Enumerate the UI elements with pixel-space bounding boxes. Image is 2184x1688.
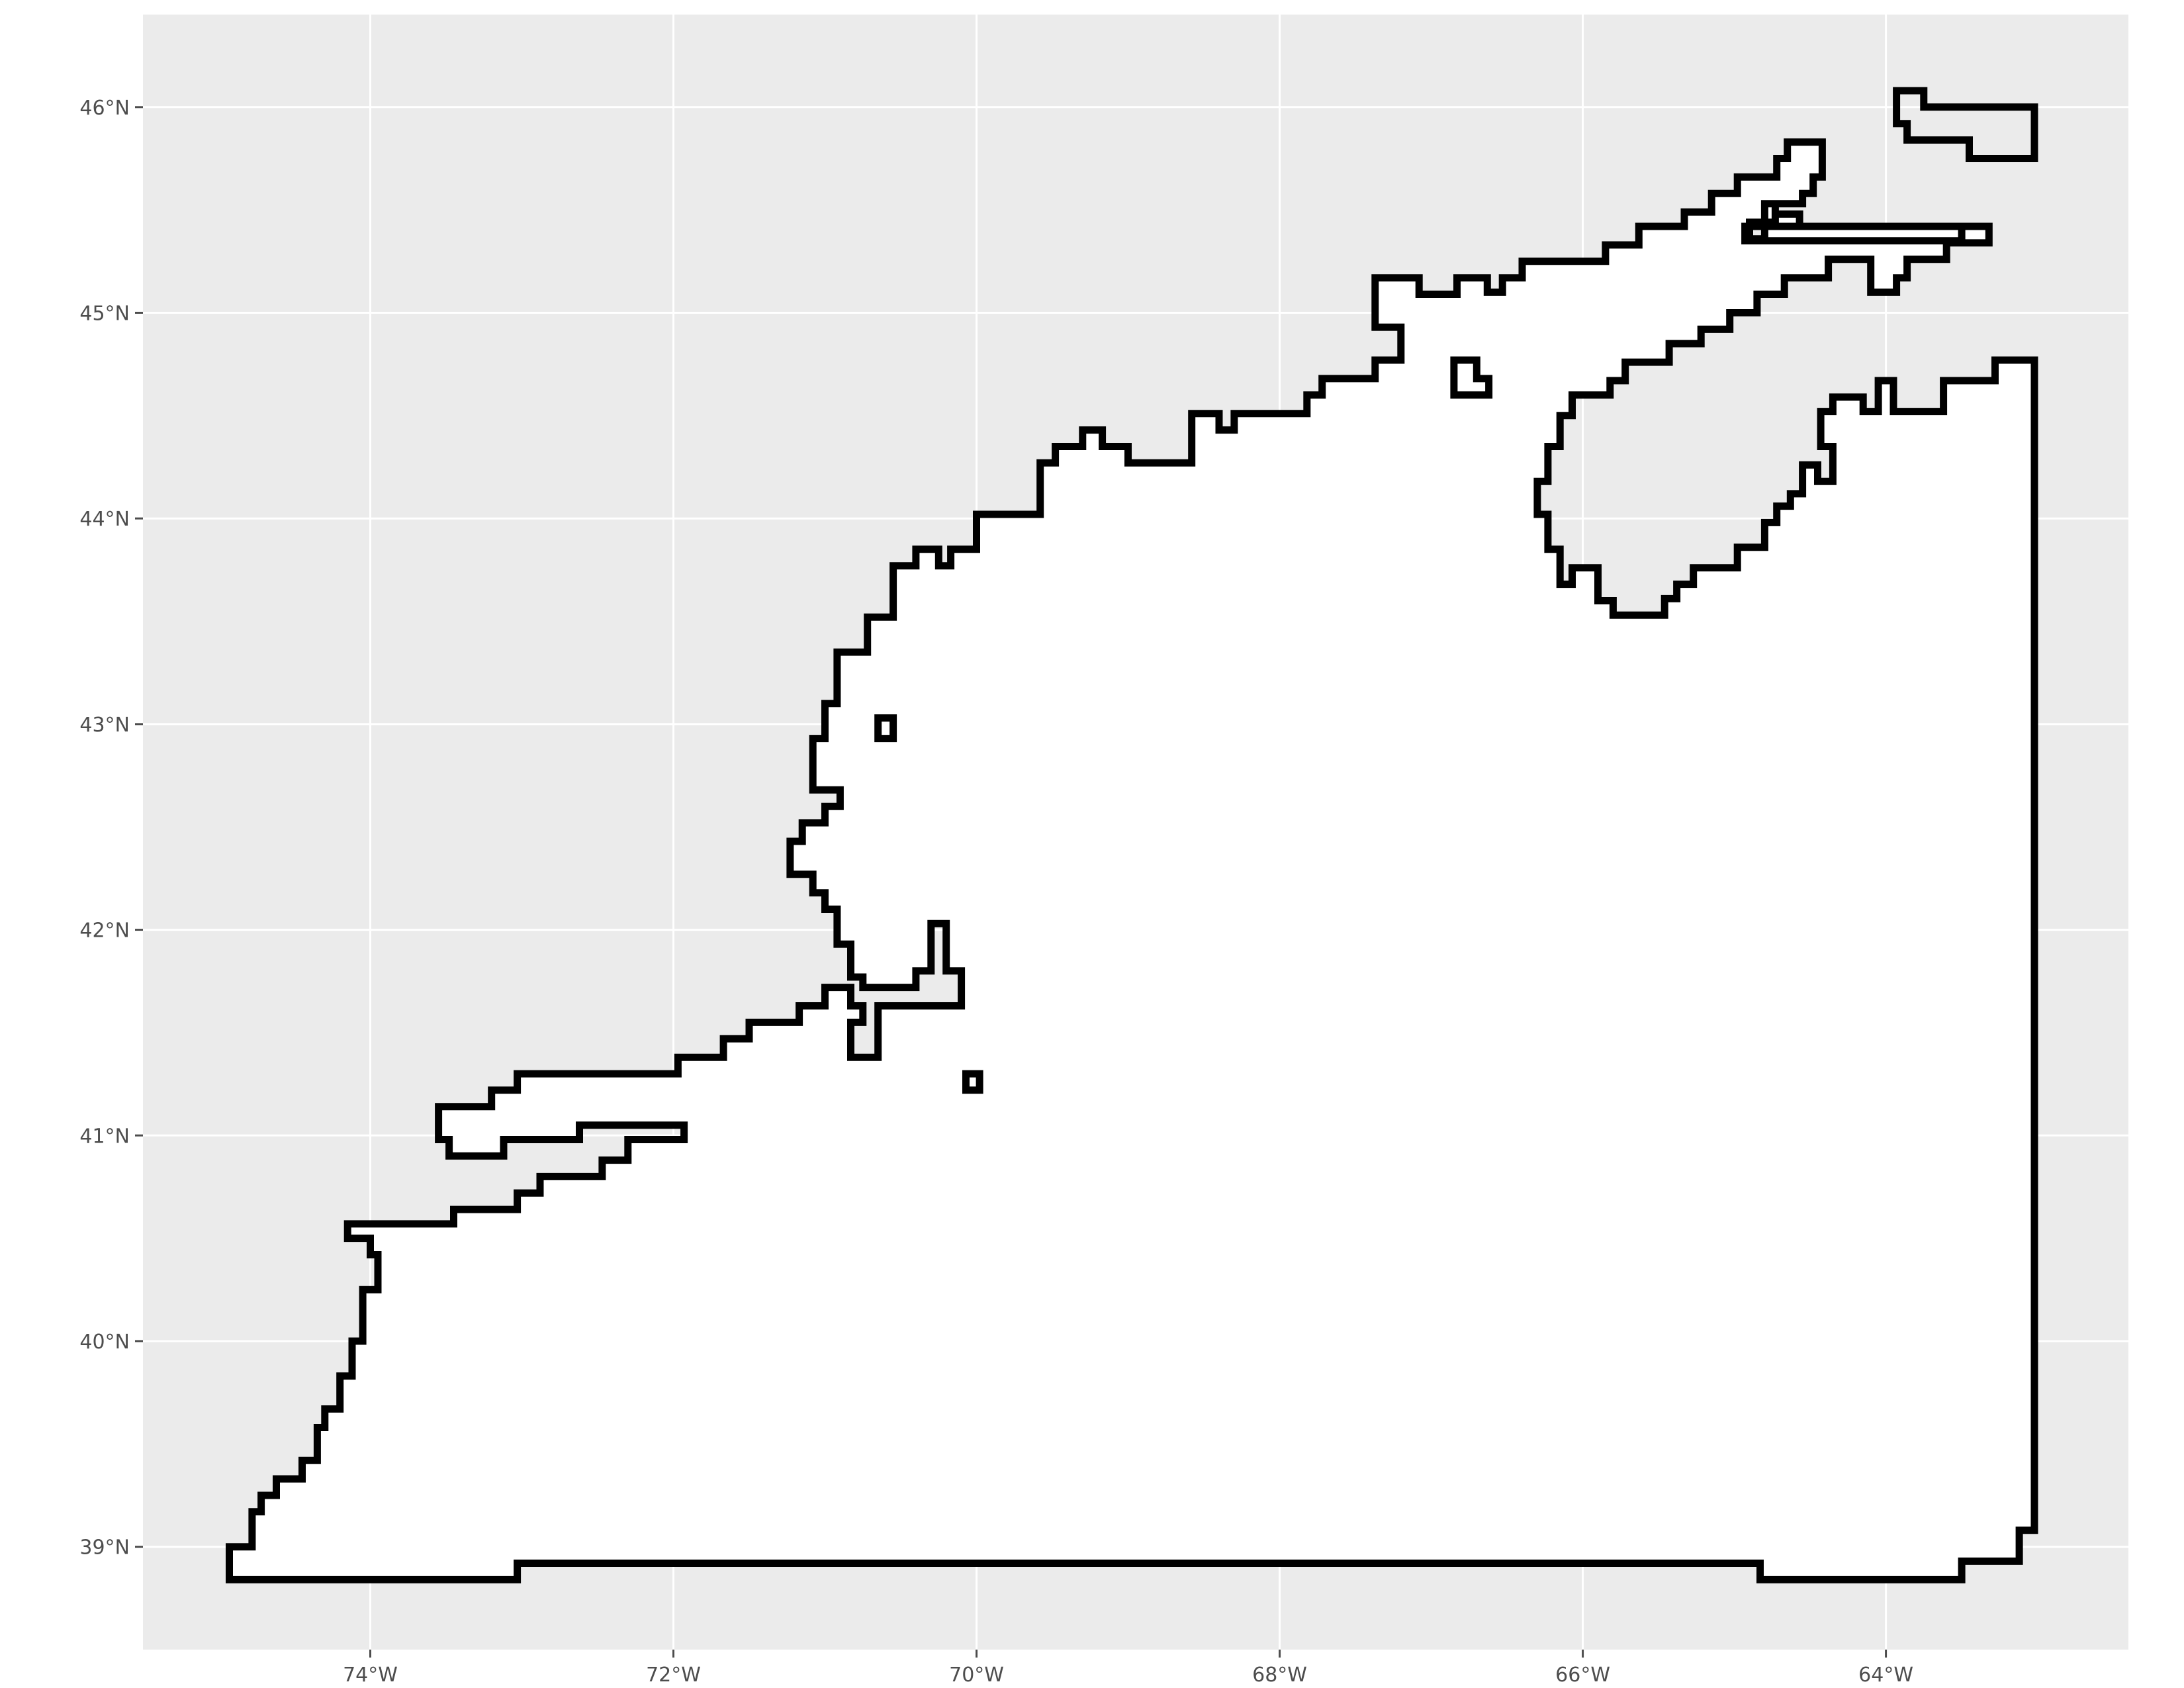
y-tick-label: 43°N <box>79 714 130 737</box>
y-tick-label: 46°N <box>79 97 130 120</box>
y-tick-label: 40°N <box>79 1331 130 1354</box>
y-tick-label: 41°N <box>79 1125 130 1148</box>
outline-northeast-inlet <box>1893 87 2038 162</box>
outline-islet-a <box>874 714 897 743</box>
x-tick-label: 64°W <box>1858 1664 1913 1687</box>
y-tick-label: 45°N <box>79 303 130 326</box>
y-tick-label: 44°N <box>79 508 130 531</box>
x-tick-label: 70°W <box>949 1664 1004 1687</box>
y-tick-label: 39°N <box>79 1536 130 1560</box>
outline-main-region <box>226 138 2038 1583</box>
y-tick-label: 42°N <box>79 919 130 943</box>
x-tick-label: 74°W <box>343 1664 398 1687</box>
x-tick-label: 72°W <box>646 1664 701 1687</box>
outline-north-shore <box>1741 222 1966 245</box>
x-tick-label: 66°W <box>1555 1664 1610 1687</box>
coastline-outlines <box>226 87 2038 1583</box>
outline-islet-b <box>962 1070 983 1094</box>
y-axis: 39°N 40°N 41°N 42°N 43°N 44°N 45°N 46°N <box>79 97 143 1560</box>
x-tick-label: 68°W <box>1252 1664 1307 1687</box>
outline-islet-c <box>1450 356 1493 399</box>
x-axis: 74°W 72°W 70°W 68°W 66°W 64°W <box>343 1650 1913 1687</box>
